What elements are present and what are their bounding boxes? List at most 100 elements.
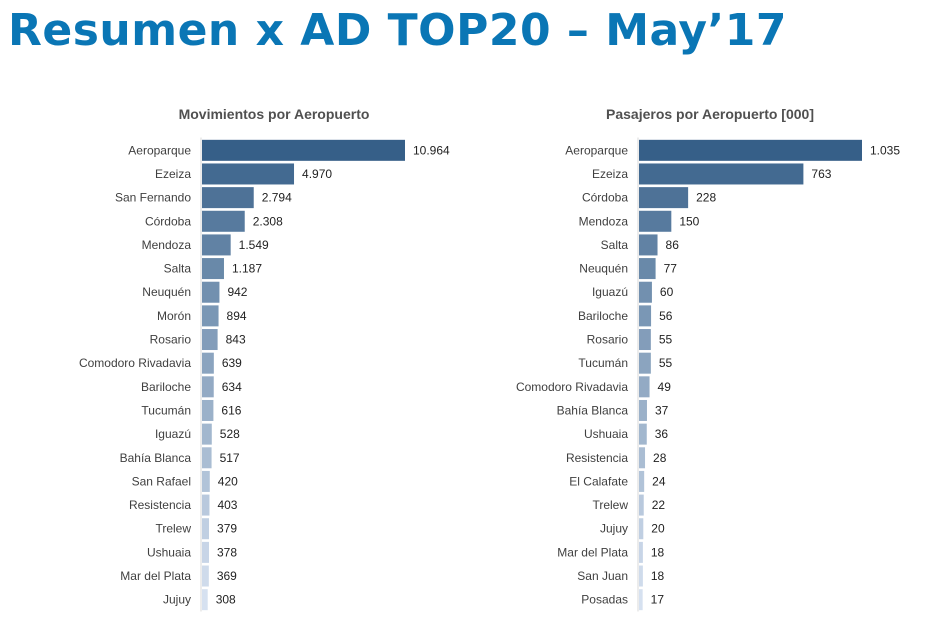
category-label: Jujuy [163,593,191,607]
category-label: Mendoza [579,214,629,228]
category-label: Mar del Plata [120,569,191,583]
category-label: Córdoba [582,191,628,205]
bar [202,518,210,540]
category-label: Comodoro Rivadavia [79,356,191,370]
category-label: Tucumán [578,356,628,370]
data-label: 55 [659,333,673,347]
bar [639,210,672,232]
bar [639,541,643,563]
category-label: Resistencia [129,498,191,512]
category-label: Trelew [155,522,191,536]
data-label: 528 [220,427,240,441]
bar [202,399,214,421]
category-label: San Fernando [115,191,191,205]
category-label: Bariloche [141,380,191,394]
bar [202,305,219,327]
data-label: 36 [655,427,669,441]
bar [202,163,295,185]
bar [639,352,651,374]
category-label: Mar del Plata [557,545,628,559]
data-label: 18 [651,569,665,583]
bar [639,399,647,421]
category-label: Morón [157,309,191,323]
category-label: Rosario [587,333,629,347]
bar [639,565,643,587]
bar [639,447,646,469]
data-label: 22 [652,498,666,512]
category-label: Trelew [592,498,628,512]
bar [639,329,651,351]
data-label: 20 [651,522,665,536]
data-label: 60 [660,285,674,299]
bar [639,234,658,256]
data-label: 843 [226,333,246,347]
bar [639,470,645,492]
category-label: El Calafate [569,474,628,488]
data-label: 1.035 [870,143,900,157]
bar [639,423,647,445]
bar [202,565,209,587]
category-label: Bahía Blanca [557,403,629,417]
data-label: 308 [216,593,236,607]
category-label: Mendoza [142,238,192,252]
bar [202,210,245,232]
data-label: 49 [658,380,672,394]
category-label: Ushuaia [147,545,191,559]
category-label: Rosario [150,333,192,347]
bar [639,187,689,209]
category-label: Ezeiza [155,167,191,181]
bar [202,589,208,611]
bar [202,376,214,398]
data-label: 379 [217,522,237,536]
data-label: 894 [227,309,247,323]
category-label: Comodoro Rivadavia [516,380,628,394]
data-label: 2.794 [262,191,292,205]
data-label: 228 [696,191,716,205]
category-label: Salta [601,238,629,252]
category-label: San Juan [577,569,628,583]
data-label: 56 [659,309,673,323]
data-label: 24 [652,474,666,488]
category-label: Neuquén [579,262,628,276]
bar [202,281,220,303]
data-label: 634 [222,380,242,394]
bar [202,541,209,563]
data-label: 616 [221,403,241,417]
category-label: San Rafael [132,474,191,488]
category-label: Aeroparque [565,143,628,157]
category-label: Bariloche [578,309,628,323]
category-label: Salta [164,262,192,276]
bar [202,187,254,209]
bar [202,423,212,445]
data-label: 942 [227,285,247,299]
category-label: Aeroparque [128,143,191,157]
data-label: 1.187 [232,262,262,276]
chart-title: Movimientos por Aeropuerto [179,106,370,122]
category-label: Córdoba [145,214,191,228]
bar [639,163,804,185]
data-label: 378 [217,545,237,559]
data-label: 10.964 [413,143,450,157]
data-label: 55 [659,356,673,370]
chart-title: Pasajeros por Aeropuerto [000] [606,106,814,122]
data-label: 420 [218,474,238,488]
bar [202,329,218,351]
data-label: 4.970 [302,167,332,181]
bar [202,258,224,280]
data-label: 28 [653,451,667,465]
category-label: Neuquén [142,285,191,299]
data-label: 18 [651,545,665,559]
bar [202,494,210,516]
bar [639,139,862,161]
bar [639,258,656,280]
bar [202,470,210,492]
bar [639,494,644,516]
category-label: Ezeiza [592,167,628,181]
data-label: 403 [217,498,237,512]
category-label: Tucumán [141,403,191,417]
category-label: Posadas [581,593,628,607]
category-label: Jujuy [600,522,628,536]
page-title: Resumen x AD TOP20 – May’17 [8,5,787,56]
